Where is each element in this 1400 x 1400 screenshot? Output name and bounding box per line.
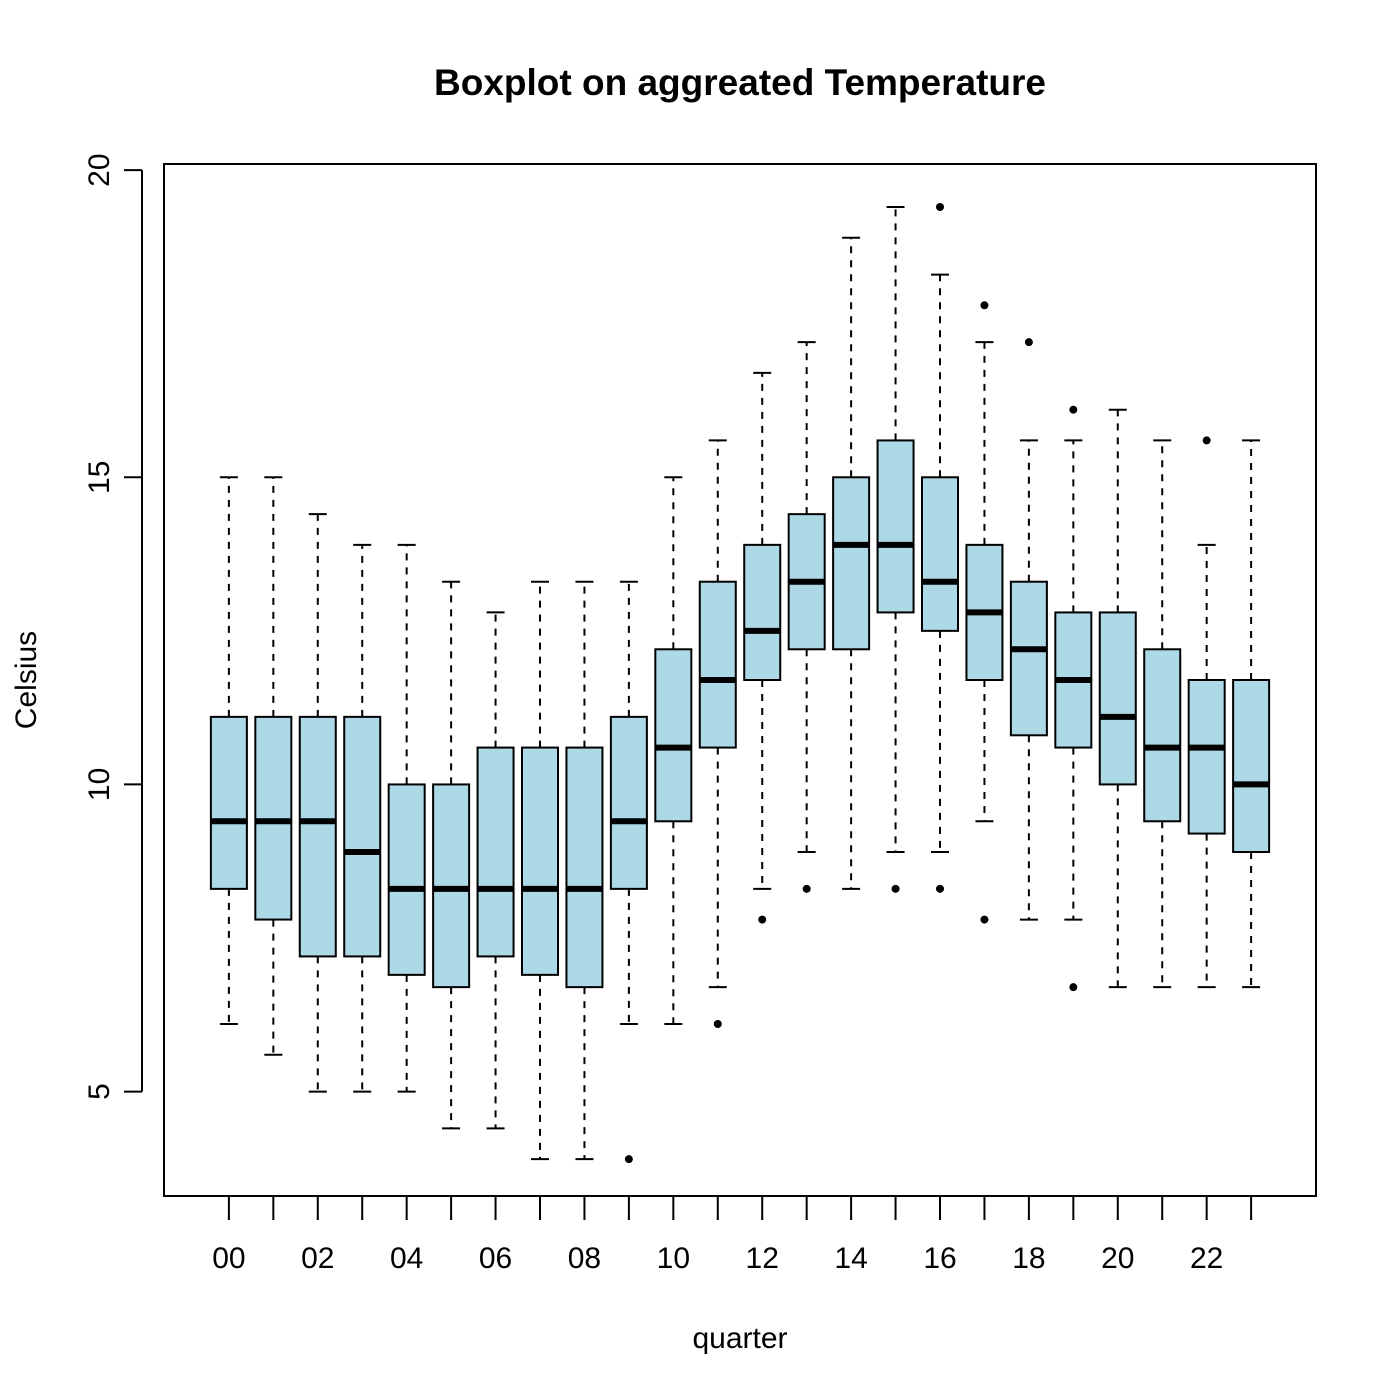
outlier-point bbox=[1202, 436, 1211, 445]
box-00 bbox=[209, 476, 248, 1025]
x-tick-label: 08 bbox=[568, 1242, 601, 1275]
box-14 bbox=[832, 236, 871, 890]
outlier-point bbox=[713, 1020, 722, 1028]
box-body bbox=[876, 439, 915, 614]
outlier-point bbox=[980, 915, 989, 924]
box-body bbox=[254, 715, 293, 921]
box-06 bbox=[476, 611, 515, 1130]
box-body bbox=[298, 715, 337, 958]
box-17 bbox=[965, 301, 1004, 924]
box-body bbox=[565, 746, 604, 989]
y-tick-label: 20 bbox=[83, 153, 116, 186]
box-16 bbox=[921, 203, 959, 893]
box-04 bbox=[387, 543, 426, 1093]
box-18 bbox=[1009, 338, 1048, 921]
chart-title: Boxplot on aggreated Temperature bbox=[434, 62, 1046, 103]
x-axis-label: quarter bbox=[692, 1322, 787, 1355]
outlier-point bbox=[980, 301, 989, 310]
x-tick-label: 06 bbox=[479, 1242, 512, 1275]
box-body bbox=[832, 476, 871, 651]
box-13 bbox=[787, 341, 826, 893]
box-body bbox=[476, 746, 515, 958]
box-body bbox=[521, 746, 559, 976]
box-body bbox=[1143, 648, 1182, 823]
x-tick-label: 14 bbox=[834, 1242, 867, 1275]
outlier-point bbox=[891, 884, 900, 893]
x-tick-label: 12 bbox=[746, 1242, 779, 1275]
y-tick-label: 5 bbox=[83, 1083, 116, 1100]
y-tick-label: 15 bbox=[83, 461, 116, 494]
box-body bbox=[1232, 679, 1271, 853]
outlier-point bbox=[1024, 338, 1033, 347]
box-22 bbox=[1187, 436, 1226, 989]
x-tick-label: 00 bbox=[212, 1242, 245, 1275]
plot-frame bbox=[163, 163, 1317, 1197]
box-body bbox=[698, 580, 737, 749]
box-body bbox=[209, 715, 248, 890]
outlier-point bbox=[802, 884, 811, 893]
box-20 bbox=[1098, 408, 1137, 989]
outlier-point bbox=[1069, 983, 1078, 992]
y-tick-label: 10 bbox=[83, 768, 116, 801]
box-body bbox=[654, 648, 693, 823]
y-axis-label: Celsius bbox=[10, 631, 43, 729]
x-tick-label: 22 bbox=[1190, 1242, 1223, 1275]
box-body bbox=[921, 476, 959, 632]
boxes-group bbox=[209, 203, 1271, 1164]
x-tick-label: 04 bbox=[390, 1242, 423, 1275]
box-body bbox=[743, 543, 782, 681]
box-12 bbox=[743, 371, 782, 924]
box-01 bbox=[254, 476, 293, 1056]
outlier-point bbox=[624, 1155, 633, 1164]
box-body bbox=[387, 783, 426, 976]
y-axis: 5 10 15 20 bbox=[83, 153, 143, 1100]
outlier-point bbox=[936, 203, 944, 211]
box-body bbox=[1009, 580, 1048, 737]
x-tick-label: 16 bbox=[923, 1242, 956, 1275]
box-body bbox=[609, 715, 648, 890]
x-tick-label: 18 bbox=[1012, 1242, 1045, 1275]
box-02 bbox=[298, 513, 337, 1093]
outlier-point bbox=[758, 915, 767, 924]
box-08 bbox=[565, 580, 604, 1161]
outlier-point bbox=[936, 884, 944, 893]
box-10 bbox=[654, 476, 693, 1025]
box-15 bbox=[876, 206, 915, 893]
box-body bbox=[343, 715, 382, 958]
box-09 bbox=[609, 580, 648, 1164]
box-03 bbox=[343, 543, 382, 1093]
x-tick-label: 20 bbox=[1101, 1242, 1134, 1275]
box-body bbox=[1187, 679, 1226, 835]
x-tick-label: 10 bbox=[657, 1242, 690, 1275]
box-23 bbox=[1232, 439, 1271, 989]
box-11 bbox=[698, 439, 737, 1028]
x-tick-label: 02 bbox=[301, 1242, 334, 1275]
box-21 bbox=[1143, 439, 1182, 989]
outlier-point bbox=[1069, 405, 1078, 414]
box-05 bbox=[432, 580, 471, 1130]
box-body bbox=[1098, 611, 1137, 786]
box-07 bbox=[521, 580, 559, 1161]
x-axis: 00 02 04 06 08 10 12 14 16 18 20 22 bbox=[212, 1195, 1253, 1275]
box-body bbox=[432, 783, 471, 989]
box-19 bbox=[1054, 405, 1093, 992]
